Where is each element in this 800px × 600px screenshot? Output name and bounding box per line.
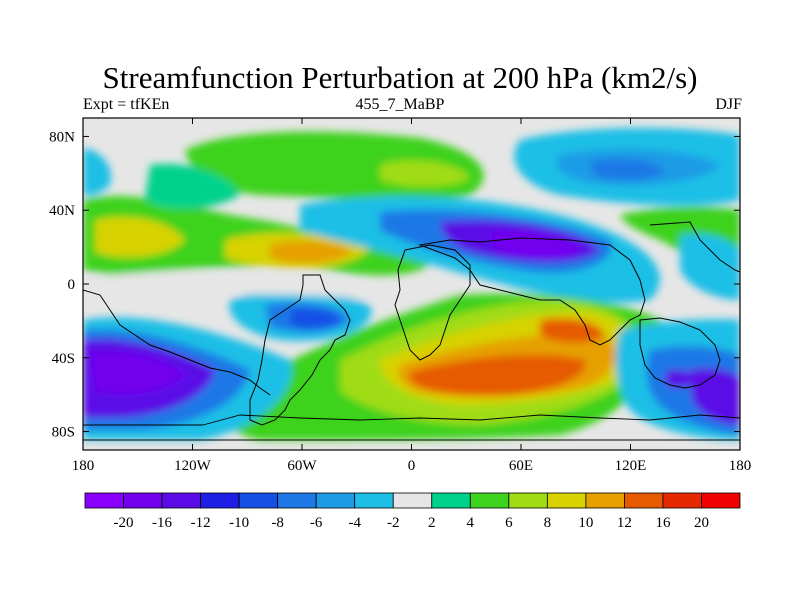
x-tick-label: 180 [72, 458, 95, 474]
coast-africa [394, 244, 471, 361]
colorbar-label: -6 [310, 515, 323, 531]
coast-australia [639, 317, 721, 389]
colorbar-cell [315, 492, 356, 509]
colorbar-label: 6 [505, 515, 513, 531]
colorbar-label: -8 [271, 515, 284, 531]
colorbar-cell [123, 492, 163, 509]
colorbar-label: 10 [578, 515, 593, 531]
colorbar-label: -2 [387, 515, 400, 531]
colorbar-cell [238, 492, 279, 509]
colorbar-cell [431, 492, 471, 509]
coast-antarctica [83, 414, 740, 441]
x-tick-label: 0 [408, 458, 416, 474]
colorbar-label: -4 [348, 515, 361, 531]
colorbar-cell [701, 492, 741, 509]
colorbar-cell [161, 492, 201, 509]
colorbar-cell [84, 492, 124, 509]
axis-ticks [82, 118, 741, 450]
colorbar-label: -12 [191, 515, 211, 531]
coast-north-america [83, 289, 271, 396]
y-tick-label: 40S [52, 351, 75, 367]
x-tick-label: 180 [729, 458, 752, 474]
y-tick-labels: 80N 40N 0 40S 80S [49, 129, 75, 440]
y-tick-label: 80N [49, 129, 75, 145]
colorbar-labels: -20 -16 -12 -10 -8 -6 -4 -2 2 4 6 8 10 12 16 20 [114, 515, 709, 531]
colorbar-cell [585, 492, 625, 509]
coast-south-america [249, 274, 351, 426]
contour-east-cyan [680, 233, 740, 300]
colorbar-cell [354, 492, 394, 509]
contour-north-orange-mid [270, 240, 352, 264]
colorbar-cell [662, 492, 702, 509]
y-tick-label: 80S [52, 425, 75, 441]
coastlines [83, 221, 740, 441]
contour-top-yellow [380, 160, 470, 187]
colorbar-cell [624, 492, 664, 509]
colorbar-label: -16 [152, 515, 172, 531]
colorbar-cell [508, 492, 548, 509]
contour-ne-violet [490, 231, 580, 259]
contour-south-red [410, 354, 586, 396]
colorbar-label: -20 [114, 515, 134, 531]
contour-se-small [665, 369, 695, 388]
contour-se-deep [690, 368, 740, 425]
colorbar-cell [546, 492, 587, 509]
coast-asia [418, 237, 646, 346]
case-label: 455_7_MaBP [355, 96, 445, 113]
x-tick-label: 120W [174, 458, 212, 474]
x-tick-label: 120E [615, 458, 647, 474]
colorbar-label: 8 [544, 515, 552, 531]
colorbar-label: 4 [467, 515, 475, 531]
colorbar-label: -10 [229, 515, 249, 531]
y-tick-label: 0 [68, 277, 76, 293]
contour-fill-layer [83, 128, 740, 440]
y-tick-label: 40N [49, 203, 75, 219]
contour-west-green [145, 164, 240, 210]
contour-top-right-deep [590, 158, 665, 181]
colorbar-cell [200, 492, 240, 509]
contour-central-deep [290, 308, 340, 329]
colorbar-cell [277, 492, 317, 509]
contour-neutral-band [83, 272, 380, 300]
chart-title: Streamfunction Perturbation at 200 hPa (… [102, 60, 698, 95]
colorbar [84, 492, 741, 509]
colorbar-label: 16 [655, 515, 671, 531]
colorbar-cell [469, 492, 510, 509]
x-tick-labels: 180 120W 60W 0 60E 120E 180 [72, 458, 752, 474]
contour-top-left-cyan [83, 148, 111, 196]
x-tick-label: 60W [287, 458, 317, 474]
colorbar-label: 20 [694, 515, 709, 531]
contour-north-yellow-left [95, 216, 185, 258]
experiment-label: Expt = tfKEn [83, 96, 170, 113]
x-tick-label: 60E [509, 458, 533, 474]
season-label: DJF [715, 96, 742, 113]
colorbar-label: 12 [617, 515, 632, 531]
coast-east-islands [649, 221, 740, 273]
contour-sw-violet [90, 351, 185, 395]
colorbar-cell [392, 492, 433, 509]
colorbar-label: 2 [428, 515, 436, 531]
